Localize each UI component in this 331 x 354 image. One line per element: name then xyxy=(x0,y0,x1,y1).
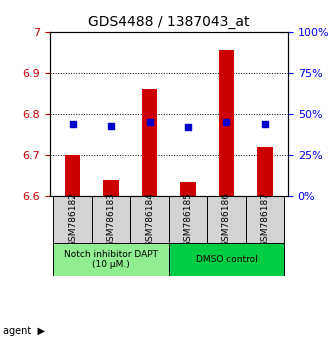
Text: agent  ▶: agent ▶ xyxy=(3,326,45,336)
Text: Notch inhibitor DAPT
(10 μM.): Notch inhibitor DAPT (10 μM.) xyxy=(64,250,158,269)
Text: GSM786183: GSM786183 xyxy=(107,192,116,247)
FancyBboxPatch shape xyxy=(54,196,92,243)
FancyBboxPatch shape xyxy=(246,196,284,243)
Point xyxy=(185,124,191,130)
Title: GDS4488 / 1387043_at: GDS4488 / 1387043_at xyxy=(88,16,250,29)
FancyBboxPatch shape xyxy=(207,196,246,243)
FancyBboxPatch shape xyxy=(92,196,130,243)
FancyBboxPatch shape xyxy=(169,196,207,243)
Text: GSM786187: GSM786187 xyxy=(260,192,269,247)
Bar xyxy=(142,90,157,196)
Text: GSM786182: GSM786182 xyxy=(68,192,77,247)
Point xyxy=(109,124,114,129)
Text: GSM786184: GSM786184 xyxy=(145,192,154,247)
FancyBboxPatch shape xyxy=(169,243,284,276)
FancyBboxPatch shape xyxy=(54,243,169,276)
Bar xyxy=(257,147,273,196)
Point xyxy=(224,119,229,125)
Bar xyxy=(180,182,196,196)
Text: DMSO control: DMSO control xyxy=(196,255,257,264)
Bar xyxy=(219,50,234,196)
Text: GSM786185: GSM786185 xyxy=(183,192,193,247)
Bar xyxy=(65,155,80,196)
Point xyxy=(147,119,152,125)
Point xyxy=(262,121,267,127)
Bar xyxy=(104,180,119,196)
Text: GSM786186: GSM786186 xyxy=(222,192,231,247)
FancyBboxPatch shape xyxy=(130,196,169,243)
Point xyxy=(70,121,75,127)
